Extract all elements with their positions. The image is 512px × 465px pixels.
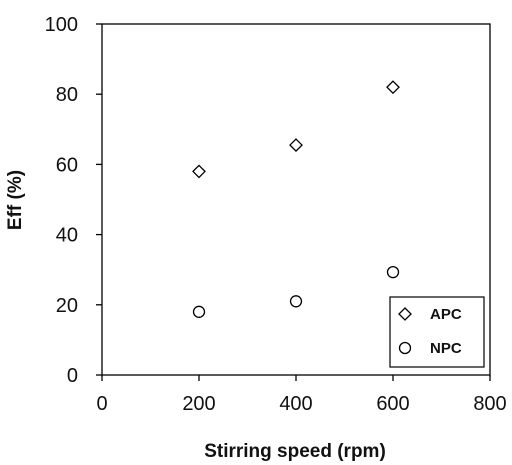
legend-npc-label: NPC xyxy=(430,340,462,357)
y-tick-label: 60 xyxy=(56,154,78,176)
x-tick-label: 600 xyxy=(376,393,409,415)
apc-point xyxy=(192,164,206,179)
y-axis-title: Eff (%) xyxy=(5,170,26,230)
x-tick-label: 400 xyxy=(279,393,312,415)
npc-point xyxy=(386,266,400,279)
y-tick-label: 40 xyxy=(56,225,78,247)
x-tick-label: 200 xyxy=(182,393,215,415)
legend-apc-marker xyxy=(398,307,412,321)
y-tick-label: 0 xyxy=(67,365,78,387)
npc-point xyxy=(192,305,206,318)
apc-point xyxy=(289,138,303,153)
y-tick-label: 80 xyxy=(56,84,78,106)
apc-point xyxy=(386,80,400,95)
y-tick-label: 20 xyxy=(56,295,78,317)
x-tick-label: 800 xyxy=(473,393,506,415)
legend-apc-label: APC xyxy=(430,306,462,323)
legend-npc-marker xyxy=(398,341,412,355)
y-tick-label: 100 xyxy=(45,14,78,36)
legend: APC NPC xyxy=(389,296,485,368)
npc-point xyxy=(289,295,303,308)
x-tick-label: 0 xyxy=(96,393,107,415)
x-axis-title: Stirring speed (rpm) xyxy=(204,441,386,462)
